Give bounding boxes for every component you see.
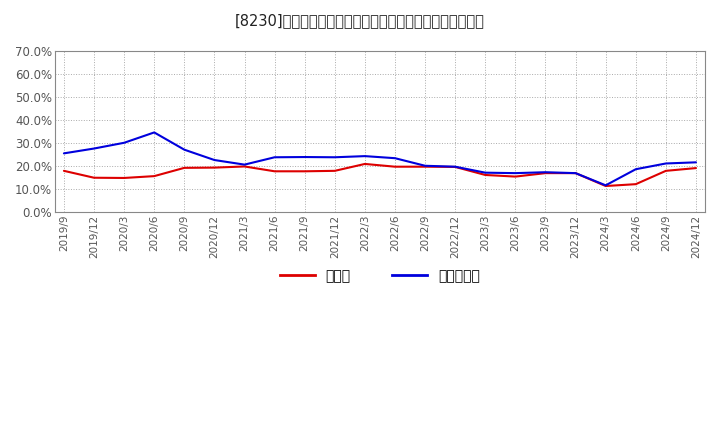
Text: [8230]　現頲金、有利子負債の総資産に対する比率の推移: [8230] 現頲金、有利子負債の総資産に対する比率の推移: [235, 13, 485, 28]
Legend: 現頲金, 有利子負債: 現頲金, 有利子負債: [274, 264, 486, 289]
